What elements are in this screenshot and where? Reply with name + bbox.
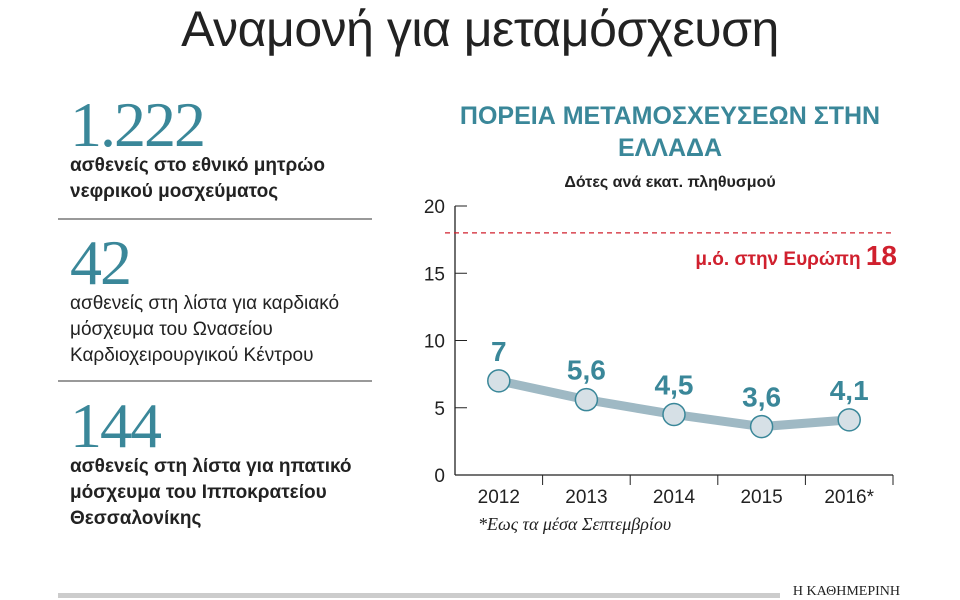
data-label: 3,6 [742,382,781,413]
y-tick-label: 10 [424,332,445,353]
y-tick-label: 20 [424,197,445,218]
data-label: 4,1 [830,375,869,406]
x-tick-label: 2015 [740,487,782,508]
stat-text: ασθενείς στη λίστα για καρδιακό μόσχευμα… [70,293,340,366]
chart-subtitle: Δότες ανά εκατ. πληθυσμού [564,174,776,191]
x-tick-label: 2014 [653,487,696,508]
stat-heart: 42 ασθενείς στη λίστα για καρδιακό μόσχε… [70,227,400,369]
data-label: 5,6 [567,355,606,386]
y-tick-label: 15 [424,264,445,285]
stat-text: ασθενείς στο εθνικό μητρώο νεφρικού μοσχ… [70,155,325,202]
stat-kidney: 1.222 ασθενείς στο εθνικό μητρώο νεφρικο… [70,89,400,205]
x-tick-label: 2016* [824,487,874,508]
data-point [837,408,861,432]
x-tick-label: 2013 [565,487,607,508]
data-label: 4,5 [655,369,694,400]
data-point [749,414,774,439]
stat-number: 1.222 [70,89,206,160]
stat-text: ασθενείς στη λίστα για ηπατικό μόσχευμα … [70,456,352,529]
chart-footnote: *Εως τα μέσα Σεπτεμβρίου [478,514,672,534]
divider [58,380,372,382]
stat-number: 42 [70,227,132,298]
data-point [574,387,599,412]
page-title: Αναμονή για μεταμόσχευση [181,1,779,57]
europe-average-label: μ.ό. στην Ευρώπη 18 [695,240,897,271]
stat-number: 144 [70,390,162,461]
y-tick-label: 5 [434,399,445,420]
footer-bar [58,593,780,598]
stat-liver: 144 ασθενείς στη λίστα για ηπατικό μόσχε… [70,390,400,532]
publisher-logo: Η ΚΑΘΗΜΕΡΙΝΗ [792,584,900,599]
x-tick-label: 2012 [478,487,520,508]
chart-title: ΠΟΡΕΙΑ ΜΕΤΑΜΟΣΧΕΥΣΕΩΝ ΣΤΗΝ ΕΛΛΑΔΑ [459,102,881,162]
data-point [487,369,511,393]
y-tick-label: 0 [434,466,445,487]
data-point [662,402,686,427]
divider [58,218,372,220]
data-label: 7 [491,336,507,367]
